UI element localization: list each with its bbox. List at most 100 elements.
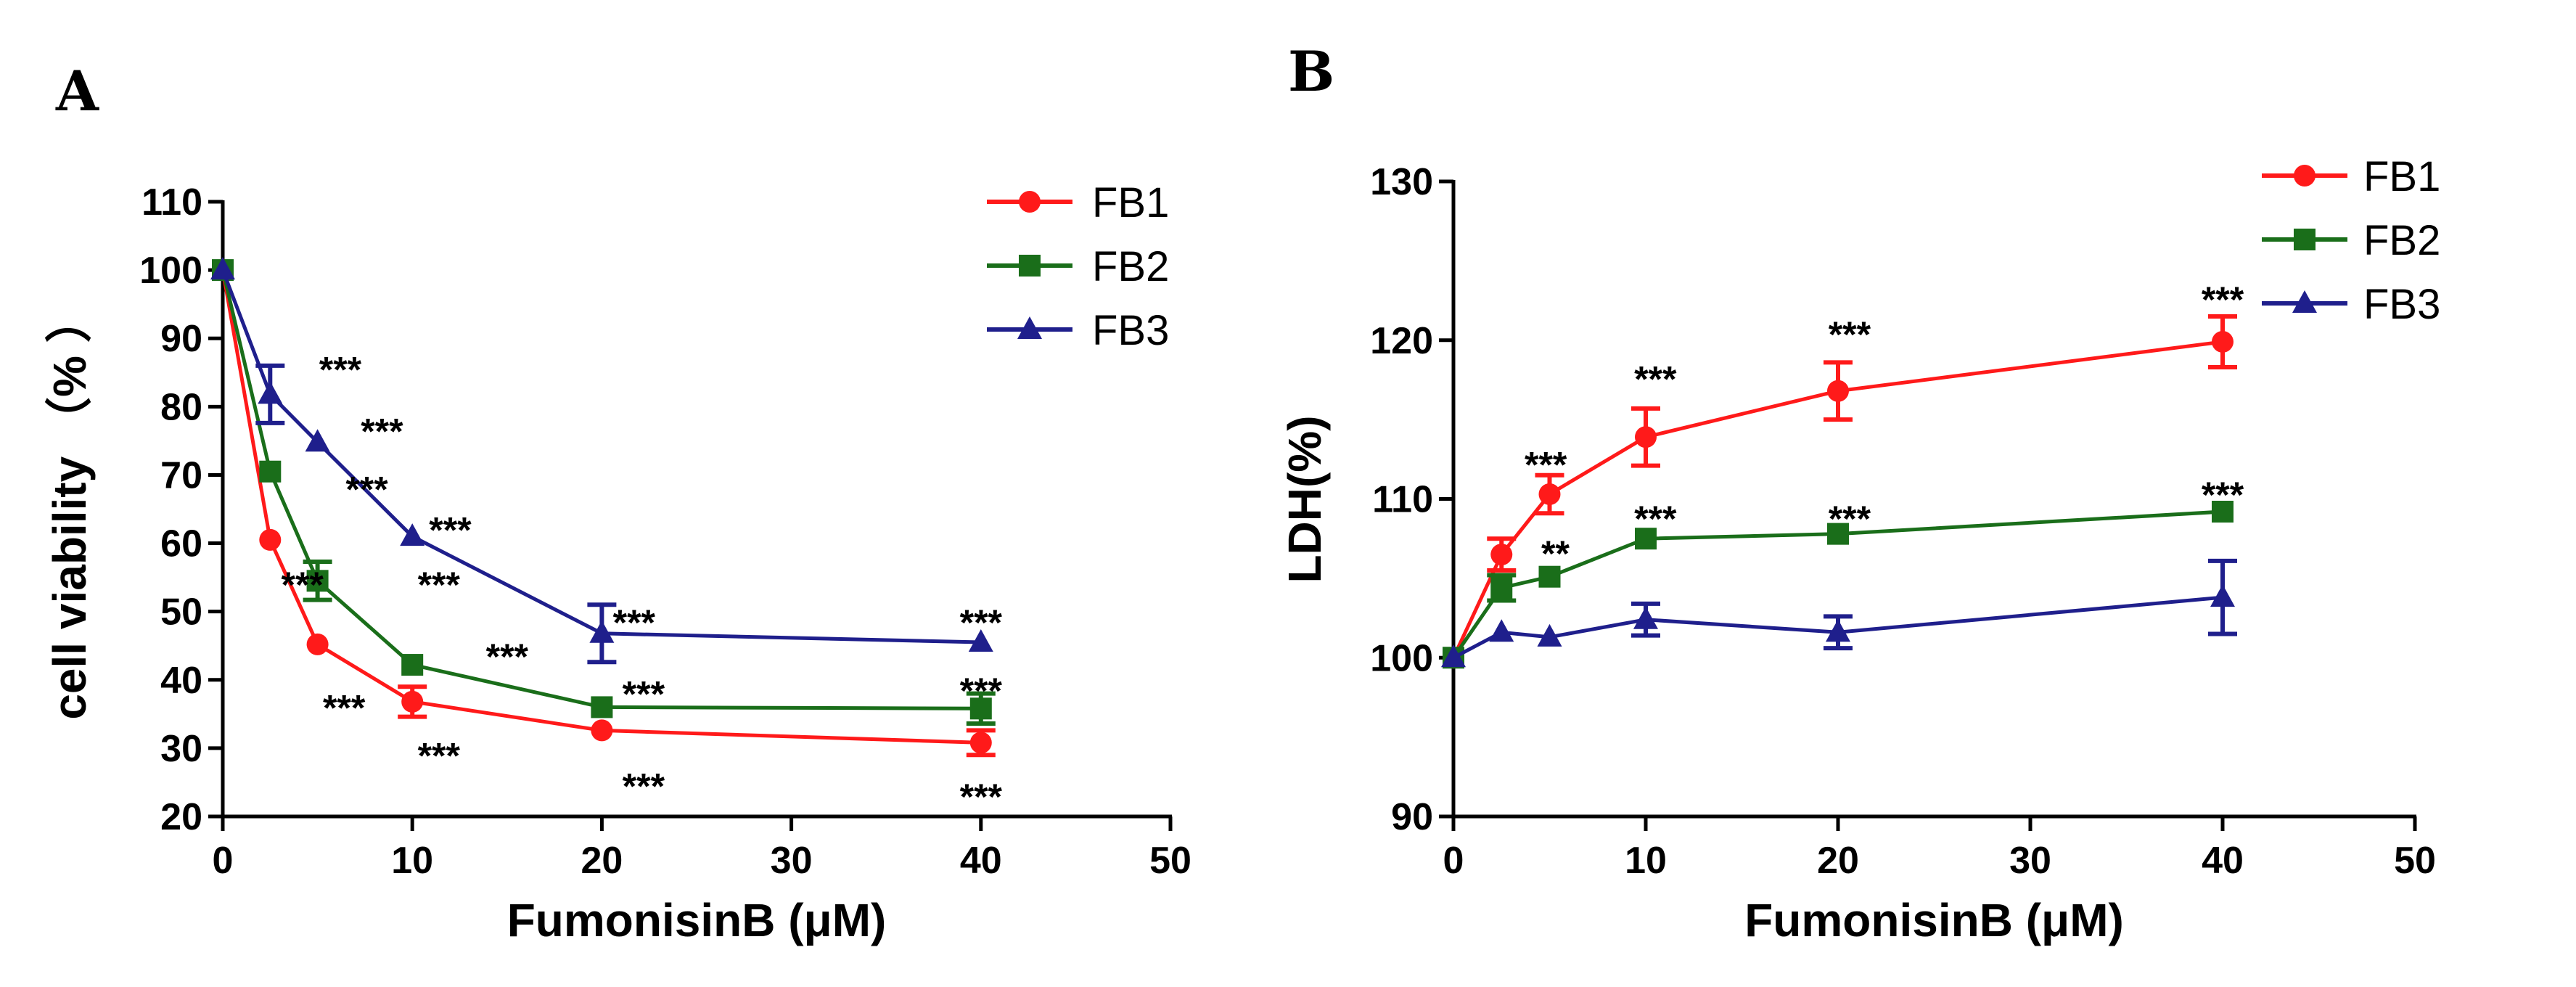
panel-a-x-axis-title: FumonisinB (μM) [507, 894, 887, 946]
panel-b-fb3-point [1633, 606, 1658, 629]
panel-b-fb1-point [1827, 380, 1849, 402]
panel-a-fb3-point [210, 257, 235, 280]
panel-b-fb1-point [2212, 330, 2234, 353]
panel-a-x-tick-label: 30 [771, 840, 813, 882]
panel-a-legend-fb3-label: FB3 [1092, 307, 1169, 354]
panel-a-fb1-line [221, 269, 981, 745]
panel-a-y-axis-title: cell viability （% ） [44, 296, 96, 719]
panel-b-y-tick-label: 100 [1370, 637, 1433, 679]
panel-b-x-tick-label: 20 [1817, 840, 1859, 882]
panel-b-x-axis-title: FumonisinB (μM) [1744, 894, 2124, 946]
panel-a-legend-fb1-label: FB1 [1092, 179, 1169, 226]
panel-a-x-tick-label: 0 [213, 840, 234, 882]
panel-b-significance-label: *** [1525, 444, 1567, 485]
panel-b-fb3-point [1537, 623, 1562, 647]
panel-b-fb3-point [1489, 619, 1514, 642]
panel-b-significance-label: *** [1829, 314, 1871, 355]
panel-a-significance-label: *** [282, 565, 324, 605]
panel-a-y-tick-label: 50 [160, 591, 202, 634]
panel-a-significance-label: *** [623, 766, 665, 807]
panel-a-fb3-point [589, 620, 615, 643]
panel-b-significance-label: ** [1541, 533, 1570, 574]
panel-b-fb2-point [1538, 565, 1561, 588]
panel-b-y-tick-label: 130 [1370, 161, 1433, 203]
panel-b-x-tick-label: 40 [2202, 840, 2244, 882]
panel-b-fb3-point [2210, 584, 2235, 607]
panel-b-significance-label: *** [2202, 279, 2244, 320]
panel-a: A 20 30 40 50 60 70 80 90 100 110 0 10 20 30 40 50 Fumoni… [44, 59, 1191, 946]
panel-a-y-tick-label: 70 [160, 454, 202, 496]
panel-a-fb3-line [221, 269, 981, 644]
panel-a-fb3-point [258, 381, 283, 404]
panel-a-significance-label: *** [960, 777, 1003, 817]
panel-b-y-tick-label: 90 [1391, 796, 1433, 838]
panel-a-x-tick-label: 50 [1149, 840, 1191, 882]
panel-b-fb3-point [1826, 619, 1850, 642]
panel-b-fb2-point [1635, 528, 1657, 550]
panel-b-y-tick-label: 110 [1372, 479, 1433, 521]
panel-b-significance-label: *** [1829, 499, 1871, 539]
panel-a-fb2-point [401, 654, 424, 676]
panel-a-fb1-point [306, 633, 329, 655]
panel-b-x-tick-label: 10 [1625, 840, 1667, 882]
panel-a-fb3-point [968, 629, 993, 652]
panel-a-y-tick-label: 80 [160, 386, 202, 428]
panel-a-x-tick-label: 40 [960, 840, 1002, 882]
panel-a-significance-label: *** [345, 469, 388, 509]
panel-b-fb1-point [1490, 544, 1513, 566]
panel-b-legend-fb3-marker [2292, 290, 2317, 313]
panel-a-significance-label: *** [429, 510, 472, 551]
panel-a-fb1-point [259, 528, 282, 551]
panel-a-significance-label: *** [323, 687, 366, 728]
panel-a-legend-fb3-marker [1017, 316, 1042, 339]
panel-a-fb1-point [401, 690, 424, 713]
panel-b-fb2-point [1490, 577, 1513, 599]
panel-a-significance-label: *** [319, 350, 362, 390]
panel-b-significance-label: *** [1634, 499, 1677, 539]
panel-a-y-tick-label: 110 [141, 181, 202, 224]
panel-a-significance-label: *** [361, 411, 403, 451]
panel-a-fb2-point [969, 697, 992, 720]
panel-a-significance-label: *** [613, 602, 656, 643]
panel-a-y-tick-label: 40 [160, 660, 202, 702]
panel-a-fb2-point [306, 570, 329, 592]
panel-a-y-tick-label: 60 [160, 523, 202, 565]
panel-b: B 90 100 110 120 130 0 10 20 30 40 50 FumonisinB (μM… [1279, 39, 2440, 946]
panel-a-significance-label: *** [486, 636, 529, 677]
panel-a-fb2-point [259, 460, 282, 483]
panel-b-legend-fb1-marker [2294, 165, 2315, 187]
panel-b-significance-label: *** [2202, 475, 2244, 515]
panel-b-x-tick-label: 0 [1443, 840, 1464, 882]
panel-a-significance-label: *** [418, 735, 461, 776]
panel-a-fb2-point [591, 696, 613, 718]
panel-a-significance-label: *** [418, 565, 461, 605]
panel-b-legend-fb3-label: FB3 [2363, 281, 2440, 328]
panel-a-legend-fb2-label: FB2 [1092, 243, 1169, 290]
panel-a-fb1-point [969, 732, 992, 754]
panel-b-fb2-point [1827, 523, 1849, 545]
panel-a-y-tick-label: 90 [160, 318, 202, 360]
panel-b-legend-fb2-label: FB2 [2363, 217, 2440, 264]
panel-a-legend-fb2-marker [1019, 255, 1041, 277]
panel-a-letter: A [55, 59, 99, 123]
panel-a-significance-label: *** [960, 602, 1003, 643]
panel-b-y-axis-title: LDH(%) [1279, 415, 1331, 583]
panel-a-y-tick-label: 30 [160, 728, 202, 770]
panel-b-fb3-point [1441, 644, 1466, 668]
panel-a-significance-label: *** [623, 674, 665, 715]
panel-a-x-tick-label: 10 [391, 840, 433, 882]
panel-b-fb2-point [2212, 501, 2234, 523]
panel-a-fb1-point [591, 719, 613, 742]
panel-b-fb1-point [1635, 426, 1657, 449]
panel-a-x-tick-label: 20 [581, 840, 623, 882]
panel-b-y-tick-label: 120 [1370, 320, 1433, 362]
panel-a-y-tick-label: 20 [160, 796, 202, 838]
panel-a-significance-label: *** [960, 671, 1003, 711]
panel-a-fb2-line [221, 269, 981, 710]
panel-b-x-tick-label: 50 [2394, 840, 2436, 882]
panel-b-letter: B [1288, 39, 1334, 104]
panel-a-fb3-point [305, 429, 330, 452]
panel-b-significance-label: *** [1634, 359, 1677, 399]
panel-a-y-tick-label: 100 [139, 250, 202, 292]
